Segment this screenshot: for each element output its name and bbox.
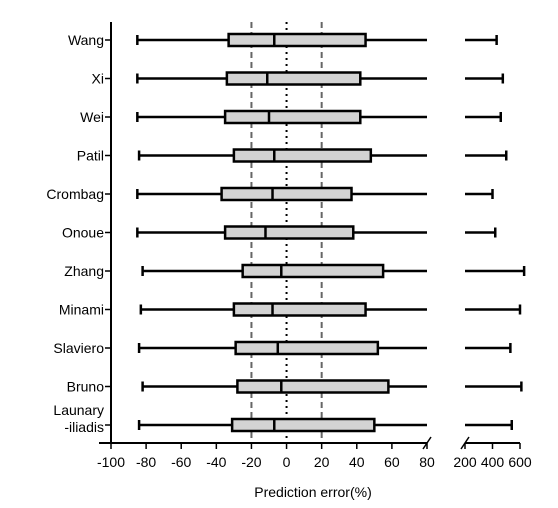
axes: -100 -80 -60 -40 -20 0 20 40 60 80 200 400 600 xyxy=(97,22,532,470)
x-tick-label: 400 xyxy=(481,454,505,470)
x-tick-label: 200 xyxy=(453,454,477,470)
box-row: Patil xyxy=(77,148,508,164)
category-label: Onoue xyxy=(62,225,104,241)
iqr-box xyxy=(220,186,353,202)
iqr-box xyxy=(234,340,380,356)
category-label: Xi xyxy=(92,71,104,87)
x-tick-label: 600 xyxy=(508,454,532,470)
axis-break-mark xyxy=(422,436,432,450)
category-label: Launary -iliadis xyxy=(53,402,104,435)
box-row: Wei xyxy=(80,109,502,125)
box-row: Zhang xyxy=(64,263,526,279)
iqr-box xyxy=(230,417,376,433)
category-label: Wang xyxy=(68,32,104,48)
x-axis-label: Prediction error(%) xyxy=(254,484,371,500)
iqr-box xyxy=(232,302,367,317)
iqr-box xyxy=(232,148,373,163)
category-label: Slaviero xyxy=(53,340,104,356)
iqr-box xyxy=(227,32,367,48)
x-tick-label: -20 xyxy=(241,454,261,470)
x-tick-label: -60 xyxy=(171,454,191,470)
box-row: Minami xyxy=(59,302,522,318)
iqr-box xyxy=(225,71,362,86)
category-label: Crombag xyxy=(46,186,104,202)
box-row: Launary -iliadis xyxy=(53,402,513,435)
category-label-line: -iliadis xyxy=(64,419,104,435)
x-tick-label: 20 xyxy=(314,454,330,470)
box-row: Crombag xyxy=(46,186,494,202)
x-tick-label: -40 xyxy=(206,454,226,470)
iqr-box xyxy=(236,379,390,394)
iqr-box xyxy=(223,109,362,125)
box-row: Xi xyxy=(92,71,505,87)
x-tick-label: 0 xyxy=(283,454,291,470)
box-row: Slaviero xyxy=(53,340,512,356)
category-label: Wei xyxy=(80,109,104,125)
box-row: Bruno xyxy=(67,379,523,395)
x-tick-label: 40 xyxy=(349,454,365,470)
category-label: Minami xyxy=(59,302,104,318)
iqr-box xyxy=(241,263,385,279)
category-label: Patil xyxy=(77,148,104,164)
iqr-box xyxy=(223,225,355,240)
boxplot-series: Wang Xi Wei Patil Crombag Onoue Zhang Minami Sla… xyxy=(46,32,526,435)
category-label: Zhang xyxy=(64,263,104,279)
x-tick-label: -80 xyxy=(136,454,156,470)
category-label: Bruno xyxy=(67,379,105,395)
box-row: Onoue xyxy=(62,225,497,241)
box-row: Wang xyxy=(68,32,498,48)
x-tick-label: -100 xyxy=(97,454,125,470)
x-tick-label: 80 xyxy=(419,454,435,470)
category-label-line: Launary xyxy=(53,402,104,418)
x-tick-label: 60 xyxy=(384,454,400,470)
